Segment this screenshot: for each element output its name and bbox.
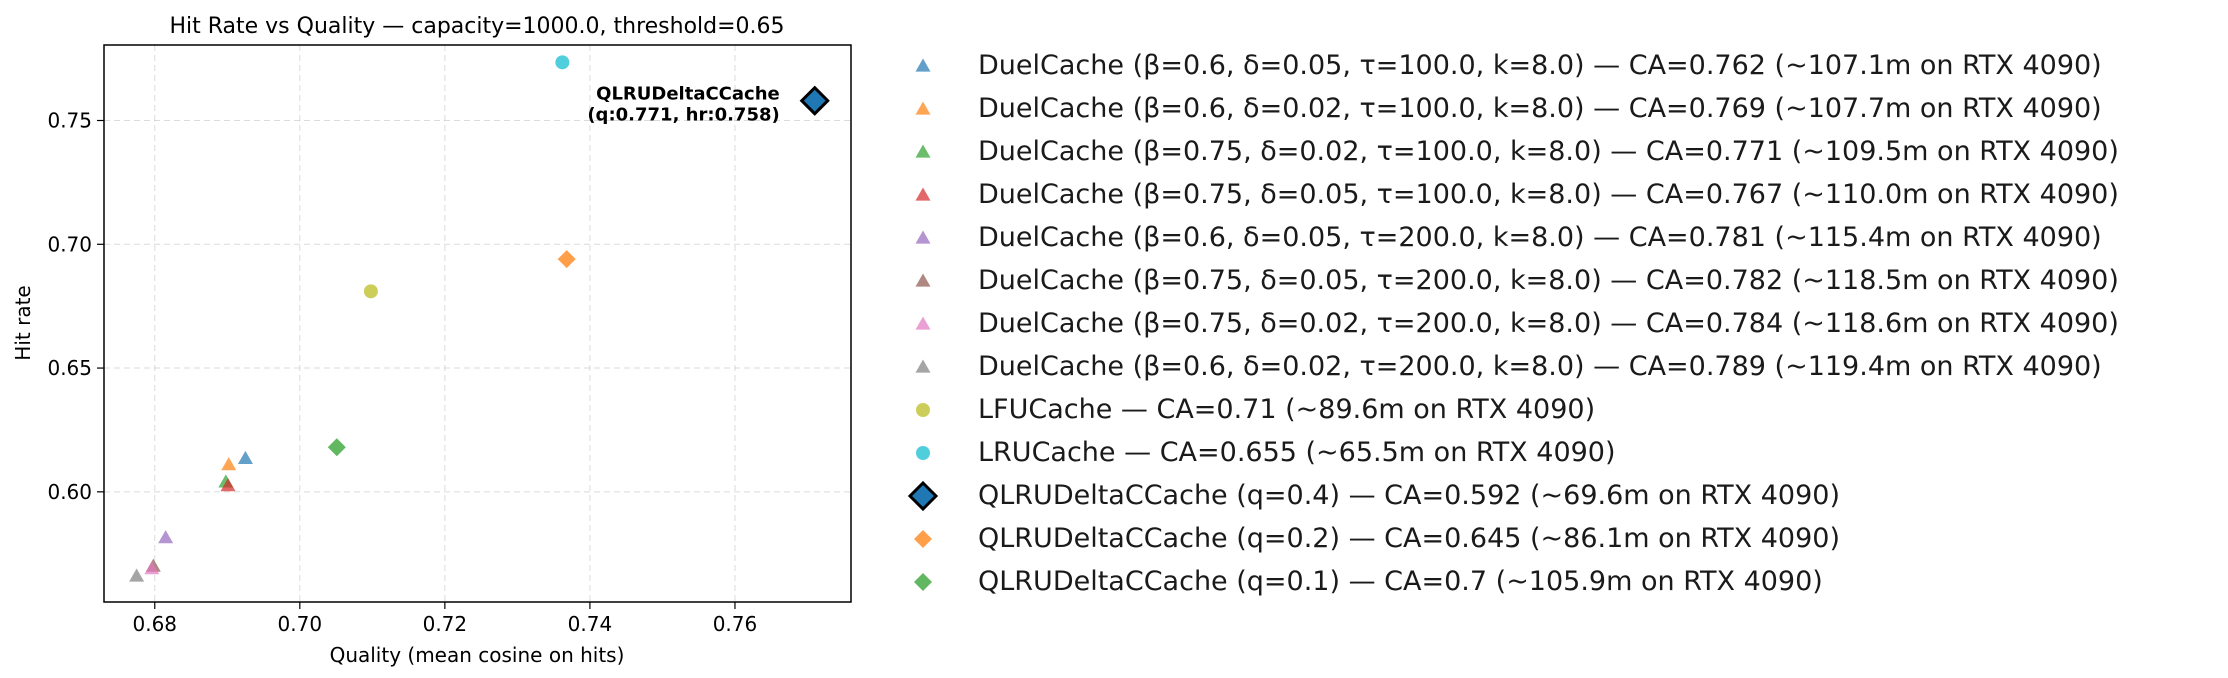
legend-item: DuelCache (β=0.75, δ=0.05, τ=200.0, k=8.…	[880, 259, 2119, 302]
data-point	[557, 250, 576, 269]
legend-marker-shape	[915, 359, 931, 373]
legend-marker-shape	[914, 573, 932, 591]
data-point	[221, 457, 237, 471]
legend-marker	[880, 173, 942, 216]
legend-item: QLRUDeltaCCache (q=0.1) — CA=0.7 (~105.9…	[880, 560, 2119, 603]
x-tick-label: 0.70	[278, 612, 323, 636]
annotation-label: (q:0.771, hr:0.758)	[587, 105, 779, 126]
legend-marker-shape	[915, 144, 931, 158]
legend-label: DuelCache (β=0.75, δ=0.05, τ=200.0, k=8.…	[978, 265, 2119, 296]
legend-marker-shape	[915, 101, 931, 115]
legend: DuelCache (β=0.6, δ=0.05, τ=100.0, k=8.0…	[880, 44, 2119, 603]
legend-marker-shape	[907, 480, 939, 512]
legend-marker	[880, 431, 942, 474]
x-tick-label: 0.72	[423, 612, 468, 636]
annotation-label: QLRUDeltaCCache	[596, 84, 780, 105]
legend-label: QLRUDeltaCCache (q=0.1) — CA=0.7 (~105.9…	[978, 566, 1823, 597]
legend-marker-shape	[915, 230, 931, 244]
y-tick-label: 0.70	[47, 232, 92, 256]
plot-frame	[103, 44, 852, 603]
legend-marker	[880, 130, 942, 173]
legend-label: DuelCache (β=0.6, δ=0.02, τ=200.0, k=8.0…	[978, 351, 2102, 382]
legend-label: DuelCache (β=0.6, δ=0.02, τ=100.0, k=8.0…	[978, 93, 2102, 124]
legend-marker-shape	[915, 58, 931, 72]
legend-item: LRUCache — CA=0.655 (~65.5m on RTX 4090)	[880, 431, 2119, 474]
legend-label: DuelCache (β=0.6, δ=0.05, τ=100.0, k=8.0…	[978, 50, 2102, 81]
x-tick-label: 0.74	[568, 612, 613, 636]
legend-item: DuelCache (β=0.6, δ=0.05, τ=200.0, k=8.0…	[880, 216, 2119, 259]
legend-item: DuelCache (β=0.6, δ=0.02, τ=100.0, k=8.0…	[880, 87, 2119, 130]
y-tick-label: 0.65	[47, 356, 92, 380]
legend-marker	[880, 87, 942, 130]
legend-label: LFUCache — CA=0.71 (~89.6m on RTX 4090)	[978, 394, 1596, 425]
legend-item: DuelCache (β=0.6, δ=0.02, τ=200.0, k=8.0…	[880, 345, 2119, 388]
legend-label: DuelCache (β=0.75, δ=0.05, τ=100.0, k=8.…	[978, 179, 2119, 210]
data-point	[129, 568, 145, 582]
legend-item: QLRUDeltaCCache (q=0.2) — CA=0.645 (~86.…	[880, 517, 2119, 560]
data-point	[144, 561, 160, 575]
legend-marker	[880, 44, 942, 87]
legend-item: QLRUDeltaCCache (q=0.4) — CA=0.592 (~69.…	[880, 474, 2119, 517]
legend-label: DuelCache (β=0.6, δ=0.05, τ=200.0, k=8.0…	[978, 222, 2102, 253]
legend-marker-shape	[916, 403, 930, 417]
x-axis-label: Quality (mean cosine on hits)	[330, 643, 625, 667]
data-point	[363, 284, 378, 299]
x-axis-ticks: 0.68 0.70 0.72 0.74 0.76	[133, 602, 758, 636]
legend-item: DuelCache (β=0.75, δ=0.05, τ=100.0, k=8.…	[880, 173, 2119, 216]
data-point	[555, 55, 570, 70]
legend-label: DuelCache (β=0.75, δ=0.02, τ=100.0, k=8.…	[978, 136, 2119, 167]
legend-item: DuelCache (β=0.75, δ=0.02, τ=100.0, k=8.…	[880, 130, 2119, 173]
legend-item: DuelCache (β=0.75, δ=0.02, τ=200.0, k=8.…	[880, 302, 2119, 345]
legend-marker	[880, 560, 942, 603]
y-tick-label: 0.60	[47, 480, 92, 504]
legend-item: DuelCache (β=0.6, δ=0.05, τ=100.0, k=8.0…	[880, 44, 2119, 87]
legend-marker	[880, 517, 942, 560]
legend-marker	[880, 259, 942, 302]
annotation: QLRUDeltaCCache(q:0.771, hr:0.758)	[587, 84, 779, 126]
legend-marker	[880, 388, 942, 431]
data-point	[158, 530, 174, 544]
y-axis-ticks: 0.60 0.65 0.70 0.75	[47, 109, 104, 504]
legend-marker	[880, 345, 942, 388]
x-tick-label: 0.68	[133, 612, 178, 636]
grid-lines	[104, 45, 851, 602]
legend-marker-shape	[916, 446, 930, 460]
data-point	[220, 478, 236, 492]
y-tick-label: 0.75	[47, 109, 92, 133]
data-point	[327, 438, 346, 457]
legend-marker	[880, 216, 942, 259]
legend-marker-shape	[914, 530, 932, 548]
legend-item: LFUCache — CA=0.71 (~89.6m on RTX 4090)	[880, 388, 2119, 431]
legend-marker-shape	[915, 316, 931, 330]
legend-label: DuelCache (β=0.75, δ=0.02, τ=200.0, k=8.…	[978, 308, 2119, 339]
legend-marker-shape	[915, 187, 931, 201]
legend-marker	[880, 474, 942, 517]
y-axis-label: Hit rate	[11, 285, 35, 360]
x-tick-label: 0.76	[713, 612, 758, 636]
data-point	[799, 85, 830, 116]
data-points	[129, 55, 830, 582]
legend-marker	[880, 302, 942, 345]
legend-label: QLRUDeltaCCache (q=0.4) — CA=0.592 (~69.…	[978, 480, 1840, 511]
legend-label: QLRUDeltaCCache (q=0.2) — CA=0.645 (~86.…	[978, 523, 1840, 554]
legend-label: LRUCache — CA=0.655 (~65.5m on RTX 4090)	[978, 437, 1616, 468]
legend-marker-shape	[915, 273, 931, 287]
chart-title: Hit Rate vs Quality — capacity=1000.0, t…	[169, 14, 784, 39]
data-point	[237, 450, 253, 465]
